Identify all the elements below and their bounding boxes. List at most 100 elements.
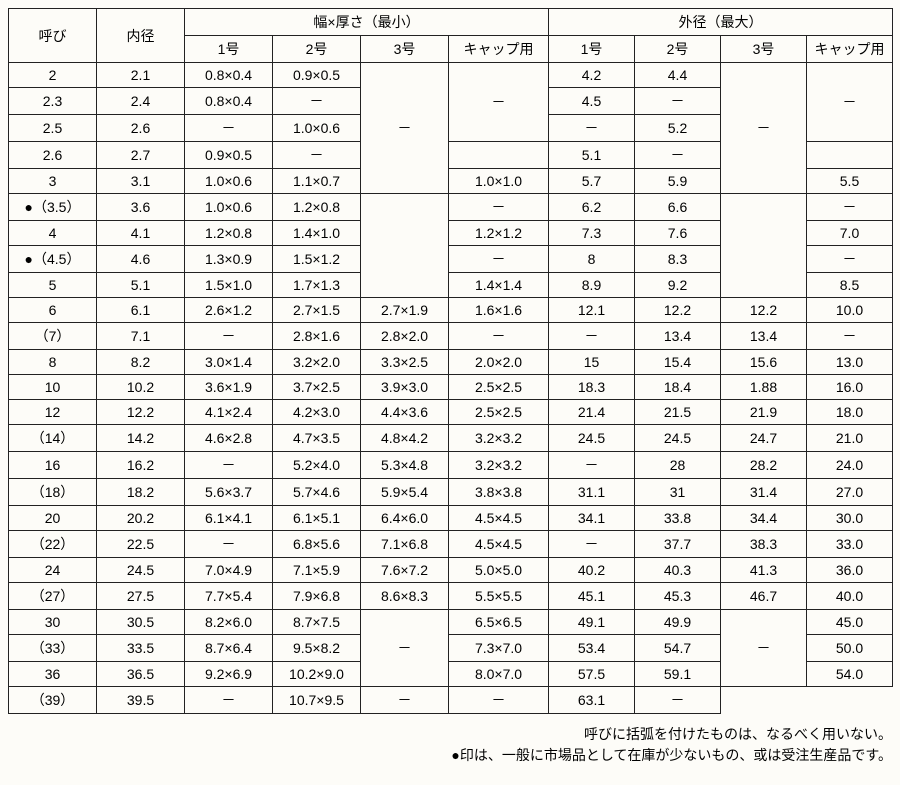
footnote-line-2: ●印は、一般に市場品として在庫が少ないもの、或は受注生産品です。 bbox=[8, 745, 892, 766]
header-width-cap: キャップ用 bbox=[449, 36, 549, 63]
cell: （27） bbox=[9, 583, 97, 610]
cell bbox=[721, 194, 807, 298]
cell: 1.4×1.0 bbox=[273, 221, 361, 246]
table-row: 2424.57.0×4.97.1×5.97.6×7.25.0×5.040.240… bbox=[9, 558, 893, 583]
cell: 54.7 bbox=[635, 635, 721, 662]
cell: 24.5 bbox=[97, 558, 185, 583]
cell: 1.7×1.3 bbox=[273, 273, 361, 298]
cell: 30 bbox=[9, 610, 97, 635]
table-row: 22.10.8×0.40.9×0.5－－4.24.4－－ bbox=[9, 63, 893, 88]
cell: 6.1×4.1 bbox=[185, 506, 273, 531]
cell: 24 bbox=[9, 558, 97, 583]
cell: 13.4 bbox=[721, 323, 807, 350]
cell: 36.5 bbox=[97, 662, 185, 687]
table-row: 1616.2－5.2×4.05.3×4.83.2×3.2－2828.224.0 bbox=[9, 452, 893, 479]
table-row: （7）7.1－2.8×1.62.8×2.0－－13.413.4－ bbox=[9, 323, 893, 350]
cell: 27.0 bbox=[807, 479, 893, 506]
cell: 2.6×1.2 bbox=[185, 298, 273, 323]
cell: 8.3 bbox=[635, 246, 721, 273]
cell: 4.6×2.8 bbox=[185, 425, 273, 452]
cell: － bbox=[449, 246, 549, 273]
cell: 8.9 bbox=[549, 273, 635, 298]
cell: 4.7×3.5 bbox=[273, 425, 361, 452]
table-row: 1010.23.6×1.93.7×2.53.9×3.02.5×2.518.318… bbox=[9, 375, 893, 400]
cell: 8.2 bbox=[97, 350, 185, 375]
cell: 3.6 bbox=[97, 194, 185, 221]
cell: 4.1 bbox=[97, 221, 185, 246]
cell: 7.0×4.9 bbox=[185, 558, 273, 583]
footnote: 呼びに括弧を付けたものは、なるべく用いない。 ●印は、一般に市場品として在庫が少… bbox=[8, 724, 892, 766]
cell: 5.0×5.0 bbox=[449, 558, 549, 583]
cell: 2.8×2.0 bbox=[361, 323, 449, 350]
cell: 0.9×0.5 bbox=[185, 142, 273, 169]
cell: － bbox=[807, 246, 893, 273]
cell: 5.9 bbox=[635, 169, 721, 194]
cell: 41.3 bbox=[721, 558, 807, 583]
cell: 15.4 bbox=[635, 350, 721, 375]
cell: 0.8×0.4 bbox=[185, 88, 273, 115]
cell: 9.2 bbox=[635, 273, 721, 298]
cell: 2.7×1.5 bbox=[273, 298, 361, 323]
cell: － bbox=[549, 531, 635, 558]
cell: 5.9×5.4 bbox=[361, 479, 449, 506]
header-od-cap: キャップ用 bbox=[807, 36, 893, 63]
cell: （14） bbox=[9, 425, 97, 452]
cell: 4.5×4.5 bbox=[449, 531, 549, 558]
cell: 4.4×3.6 bbox=[361, 400, 449, 425]
cell: 31 bbox=[635, 479, 721, 506]
cell: 5.2 bbox=[635, 115, 721, 142]
cell: 8 bbox=[549, 246, 635, 273]
cell: 31.1 bbox=[549, 479, 635, 506]
cell: 6.5×6.5 bbox=[449, 610, 549, 635]
cell: 12.1 bbox=[549, 298, 635, 323]
cell: 2.6 bbox=[9, 142, 97, 169]
header-od-3: 3号 bbox=[721, 36, 807, 63]
cell: 6.1×5.1 bbox=[273, 506, 361, 531]
cell: 8.5 bbox=[807, 273, 893, 298]
cell: 34.1 bbox=[549, 506, 635, 531]
cell: 36.0 bbox=[807, 558, 893, 583]
cell: 28.2 bbox=[721, 452, 807, 479]
cell: 45.3 bbox=[635, 583, 721, 610]
cell: 16 bbox=[9, 452, 97, 479]
cell: 2.3 bbox=[9, 88, 97, 115]
cell: － bbox=[635, 88, 721, 115]
cell: 2.8×1.6 bbox=[273, 323, 361, 350]
cell: 18.3 bbox=[549, 375, 635, 400]
cell: 28 bbox=[635, 452, 721, 479]
cell: 7.3×7.0 bbox=[449, 635, 549, 662]
cell: 12.2 bbox=[97, 400, 185, 425]
cell: － bbox=[549, 323, 635, 350]
cell: 8.7×7.5 bbox=[273, 610, 361, 635]
cell: 1.2×1.2 bbox=[449, 221, 549, 246]
cell: － bbox=[449, 323, 549, 350]
cell: 1.0×0.6 bbox=[185, 169, 273, 194]
cell: 7.6×7.2 bbox=[361, 558, 449, 583]
cell: 14.2 bbox=[97, 425, 185, 452]
cell: 5.7 bbox=[549, 169, 635, 194]
cell: 7.1 bbox=[97, 323, 185, 350]
cell: 9.5×8.2 bbox=[273, 635, 361, 662]
cell: 1.0×1.0 bbox=[449, 169, 549, 194]
footnote-line-1: 呼びに括弧を付けたものは、なるべく用いない。 bbox=[8, 724, 892, 745]
header-yobi: 呼び bbox=[9, 9, 97, 63]
cell: 12 bbox=[9, 400, 97, 425]
cell: 40.2 bbox=[549, 558, 635, 583]
cell: 1.88 bbox=[721, 375, 807, 400]
cell: 5 bbox=[9, 273, 97, 298]
cell: 3.2×3.2 bbox=[449, 425, 549, 452]
cell: 20 bbox=[9, 506, 97, 531]
table-row: （39）39.5－10.7×9.5－－63.1－ bbox=[9, 687, 893, 714]
cell: 57.5 bbox=[549, 662, 635, 687]
cell: 15.6 bbox=[721, 350, 807, 375]
cell: 4.2 bbox=[549, 63, 635, 88]
cell: 5.6×3.7 bbox=[185, 479, 273, 506]
cell: 5.1 bbox=[97, 273, 185, 298]
cell: 63.1 bbox=[549, 687, 635, 714]
cell: 10.2×9.0 bbox=[273, 662, 361, 687]
cell: － bbox=[635, 142, 721, 169]
cell: 12.2 bbox=[721, 298, 807, 323]
cell: 34.4 bbox=[721, 506, 807, 531]
cell: － bbox=[185, 452, 273, 479]
header-naikei: 内径 bbox=[97, 9, 185, 63]
